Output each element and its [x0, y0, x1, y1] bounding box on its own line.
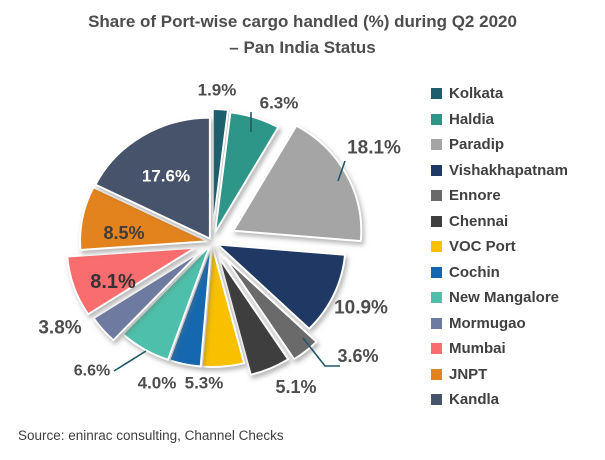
source-note: Source: eninrac consulting, Channel Chec… [18, 428, 284, 443]
pie-label-chennai: 5.1% [275, 377, 316, 397]
legend-item-haldia: Haldia [431, 107, 568, 133]
pie-label-ennore: 3.6% [337, 346, 378, 366]
legend-label: JNPT [449, 365, 488, 383]
chart-title-line1: Share of Port-wise cargo handled (%) dur… [88, 12, 517, 31]
legend-swatch-icon [431, 215, 442, 227]
pie-slice-new-mangalore [121, 244, 211, 361]
legend-item-vishakhapatnam: Vishakhapatnam [431, 158, 568, 184]
pie-label-mormugao: 3.8% [38, 318, 81, 339]
pie-slice-kolkata [211, 108, 229, 231]
pie-label-kandla: 17.6% [142, 167, 190, 186]
legend-swatch-icon [431, 317, 442, 329]
legend-item-mumbai: Mumbai [431, 336, 568, 362]
pie-slice-vishakhapatnam [216, 243, 346, 330]
legend-label: Kolkata [449, 85, 504, 103]
legend-swatch-icon [431, 88, 442, 100]
pie-label-kolkata: 1.9% [198, 81, 237, 100]
pie-label-voc-port: 5.3% [185, 374, 224, 393]
chart-title: Share of Port-wise cargo handled (%) dur… [0, 9, 605, 61]
legend-item-new-mangalore: New Mangalore [431, 285, 568, 311]
legend-swatch-icon [431, 164, 442, 176]
legend-label: Kandla [449, 391, 500, 409]
legend-item-voc-port: VOC Port [431, 234, 568, 260]
legend-swatch-icon [431, 394, 442, 406]
legend-item-chennai: Chennai [431, 209, 568, 235]
legend-label: VOC Port [449, 238, 516, 256]
legend-item-ennore: Ennore [431, 183, 568, 209]
legend-swatch-icon [431, 266, 442, 278]
pie-label-jnpt: 8.5% [103, 223, 144, 243]
pie-label-vishakhapatnam: 10.9% [334, 298, 388, 319]
legend-item-kandla: Kandla [431, 387, 568, 413]
pie-label-mumbai: 8.1% [90, 271, 136, 293]
legend-item-kolkata: Kolkata [431, 81, 568, 107]
pie-label-haldia: 6.3% [260, 94, 299, 113]
legend-swatch-icon [431, 139, 442, 151]
legend-label: Haldia [449, 110, 495, 128]
legend-swatch-icon [431, 292, 442, 304]
legend-label: New Mangalore [449, 289, 560, 307]
legend-swatch-icon [431, 368, 442, 380]
pie-slice-cochin [168, 244, 213, 368]
leader-line-ennore [302, 337, 340, 367]
legend-label: Paradip [449, 136, 505, 154]
pie-label-cochin: 4.0% [138, 374, 177, 393]
chart-title-line2: – Pan India Status [229, 38, 376, 57]
legend-swatch-icon [431, 113, 442, 125]
legend-swatch-icon [431, 190, 442, 202]
pie-slice-jnpt [79, 186, 210, 251]
legend-label: Cochin [449, 263, 500, 281]
legend-label: Mumbai [449, 340, 506, 358]
pie-label-paradip: 18.1% [347, 138, 401, 159]
leader-line-paradip [337, 160, 346, 182]
pie-slice-haldia [214, 111, 280, 234]
legend-label: Vishakhapatnam [449, 161, 568, 179]
legend-swatch-icon [431, 343, 442, 355]
pie-slice-mormugao [92, 250, 202, 342]
pie-label-new-mangalore: 6.6% [74, 363, 110, 380]
legend-label: Mormugao [449, 314, 526, 332]
pie-slice-mumbai [66, 246, 196, 316]
leader-line-new-mangalore [113, 350, 147, 372]
legend-item-cochin: Cochin [431, 260, 568, 286]
legend-label: Ennore [449, 187, 501, 205]
legend-label: Chennai [449, 212, 509, 230]
legend: Kolkata Haldia Paradip Vishakhapatnam Ennore… [431, 81, 568, 413]
pie-slice-paradip [232, 124, 363, 243]
pie-slice-kandla [94, 116, 211, 240]
legend-item-mormugao: Mormugao [431, 311, 568, 337]
pie-slice-ennore [223, 256, 318, 361]
legend-item-jnpt: JNPT [431, 362, 568, 388]
legend-item-paradip: Paradip [431, 132, 568, 158]
pie-slice-voc-port [200, 245, 246, 368]
legend-swatch-icon [431, 241, 442, 253]
pie-slice-chennai [217, 256, 290, 376]
